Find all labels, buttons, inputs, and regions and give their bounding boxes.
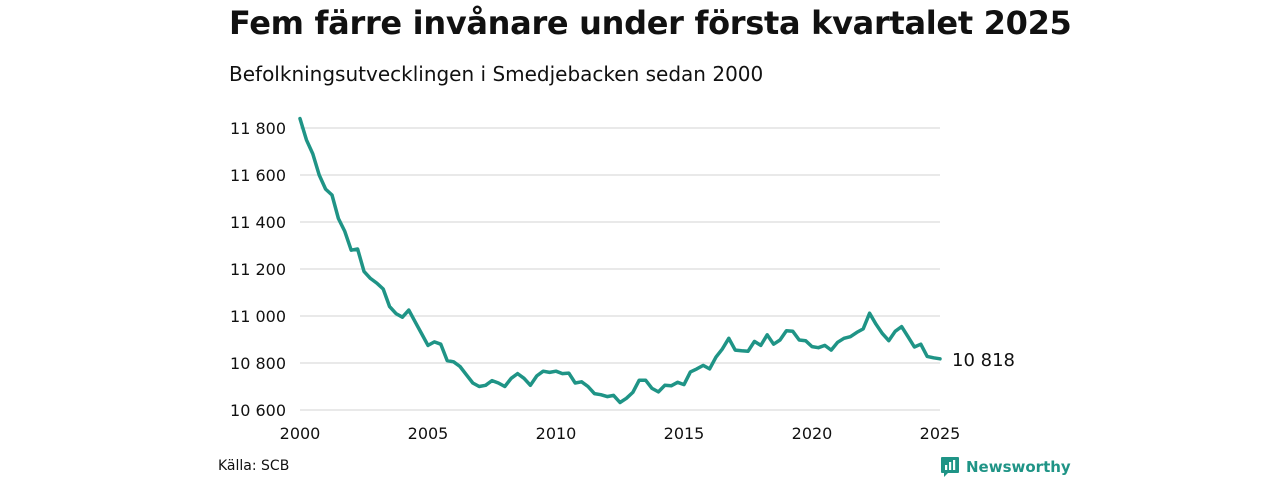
brand-name: Newsworthy [966,458,1071,476]
x-tick-label: 2010 [536,424,577,443]
y-tick-label: 11 600 [230,166,286,185]
y-axis-tick-labels: 10 600 10 800 11 000 11 200 11 400 11 600 11 8… [230,119,286,420]
x-tick-label: 2015 [664,424,705,443]
line-chart: 10 600 10 800 11 000 11 200 11 400 11 600 11 8… [230,116,1015,443]
y-tick-label: 11 000 [230,307,286,326]
y-tick-label: 11 800 [230,119,286,138]
end-value-label-group: 10 818 [952,350,1015,371]
y-tick-label: 10 600 [230,401,286,420]
x-tick-label: 2020 [792,424,833,443]
y-tick-label: 11 400 [230,213,286,232]
x-tick-label: 2025 [920,424,961,443]
series-line [298,116,942,405]
bar-chart-icon [940,456,960,478]
y-tick-label: 10 800 [230,354,286,373]
series-line-path [298,116,942,405]
x-axis-tick-labels: 2000 2005 2010 2015 2020 2025 [280,424,961,443]
brand-logo: Newsworthy [940,456,1071,478]
chart-subtitle: Befolkningsutvecklingen i Smedjebacken s… [229,62,764,86]
source-note: Källa: SCB [218,458,290,474]
y-tick-label: 11 200 [230,260,286,279]
end-value-label: 10 818 [952,350,1015,371]
x-tick-label: 2005 [408,424,449,443]
grid-lines [300,127,940,411]
x-tick-label: 2000 [280,424,321,443]
chart-title: Fem färre invånare under första kvartale… [229,4,1072,42]
